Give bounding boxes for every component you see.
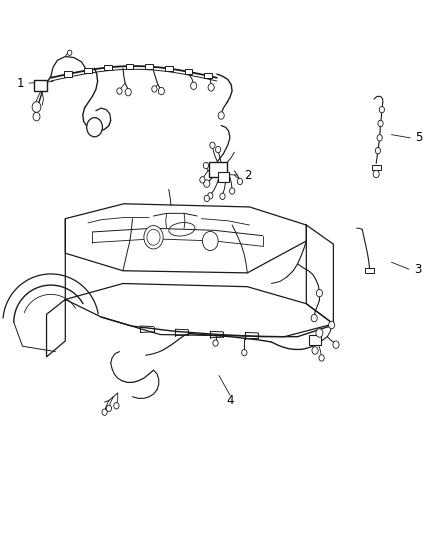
Circle shape xyxy=(312,347,318,354)
Bar xyxy=(372,165,381,170)
Circle shape xyxy=(87,118,102,137)
Bar xyxy=(84,68,92,73)
Bar xyxy=(365,268,374,273)
Circle shape xyxy=(319,355,324,361)
Circle shape xyxy=(204,180,210,187)
Text: 4: 4 xyxy=(226,394,233,407)
Circle shape xyxy=(230,188,235,194)
Circle shape xyxy=(152,86,157,92)
Text: 5: 5 xyxy=(415,131,423,144)
Circle shape xyxy=(333,341,339,349)
Circle shape xyxy=(32,102,41,112)
Circle shape xyxy=(373,170,379,177)
Circle shape xyxy=(213,340,218,346)
Circle shape xyxy=(378,120,383,127)
Bar xyxy=(204,72,212,78)
Text: 3: 3 xyxy=(414,263,421,276)
Circle shape xyxy=(204,195,209,201)
Circle shape xyxy=(311,314,317,322)
Text: 1: 1 xyxy=(17,77,24,90)
Circle shape xyxy=(220,193,225,199)
Bar xyxy=(104,65,112,70)
Circle shape xyxy=(208,192,213,199)
Circle shape xyxy=(328,321,335,329)
Circle shape xyxy=(379,107,385,113)
Circle shape xyxy=(377,135,382,141)
Bar xyxy=(184,69,192,74)
Circle shape xyxy=(203,163,208,168)
Circle shape xyxy=(125,88,131,96)
Circle shape xyxy=(316,289,322,297)
Circle shape xyxy=(218,112,224,119)
Circle shape xyxy=(237,178,243,184)
Circle shape xyxy=(215,147,221,153)
Circle shape xyxy=(106,405,112,411)
Circle shape xyxy=(202,231,218,251)
Circle shape xyxy=(102,409,107,415)
Circle shape xyxy=(316,329,323,337)
Circle shape xyxy=(375,148,381,154)
Bar xyxy=(218,172,229,182)
Circle shape xyxy=(242,350,247,356)
Bar xyxy=(34,80,47,91)
Bar xyxy=(309,335,321,345)
Circle shape xyxy=(200,176,205,183)
Circle shape xyxy=(114,402,119,409)
Circle shape xyxy=(158,87,164,95)
Text: 2: 2 xyxy=(244,168,251,182)
Circle shape xyxy=(67,50,72,55)
Circle shape xyxy=(33,112,40,121)
Circle shape xyxy=(147,229,160,245)
Circle shape xyxy=(210,142,215,149)
Bar xyxy=(209,163,227,177)
Bar xyxy=(126,63,134,69)
Circle shape xyxy=(208,84,214,91)
Circle shape xyxy=(191,82,197,90)
Bar xyxy=(145,64,153,69)
Bar xyxy=(64,71,72,77)
Circle shape xyxy=(144,225,163,249)
Circle shape xyxy=(117,88,122,94)
Bar xyxy=(165,66,173,71)
